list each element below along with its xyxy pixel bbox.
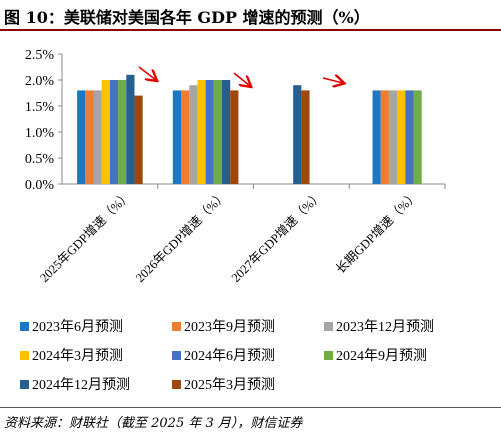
- legend-label: 2024年3月预测: [32, 349, 123, 364]
- y-tick-label: 0.5%: [25, 152, 55, 167]
- bar: [77, 90, 86, 184]
- legend-item: 2023年12月预测: [324, 316, 434, 336]
- bar: [222, 80, 231, 184]
- bar: [126, 74, 135, 184]
- bar: [213, 80, 223, 184]
- bar: [230, 90, 239, 184]
- y-tick-label: 1.5%: [25, 100, 55, 115]
- legend-label: 2023年6月预测: [32, 320, 123, 335]
- y-tick-label: 2.5%: [25, 48, 55, 63]
- bar: [380, 90, 389, 184]
- footer-rule: [0, 407, 501, 408]
- title-rule: [0, 29, 501, 31]
- bar: [118, 80, 127, 184]
- bar: [109, 80, 119, 184]
- y-tick-label: 2.0%: [25, 74, 55, 89]
- bar: [85, 90, 94, 184]
- red-arrow-annotation: [233, 72, 250, 86]
- legend-item: 2024年3月预测: [20, 345, 123, 365]
- legend-swatch: [324, 321, 333, 331]
- bar: [372, 90, 381, 184]
- x-category-label: 2025年GDP增速（%）: [36, 188, 134, 286]
- bar: [293, 85, 302, 184]
- bar: [197, 80, 206, 184]
- legend-swatch: [20, 350, 29, 360]
- bar: [413, 90, 422, 184]
- bar: [101, 80, 110, 184]
- bar: [205, 80, 214, 184]
- legend-label: 2023年12月预测: [336, 320, 434, 335]
- bar: [301, 90, 310, 184]
- x-category-label: 2027年GDP增速（%）: [228, 188, 326, 286]
- bar: [189, 85, 198, 184]
- legend-swatch: [324, 350, 333, 360]
- source-note: 资料来源：财联社（截至 2025 年 3 月），财信证券: [4, 416, 303, 431]
- legend-label: 2023年9月预测: [184, 320, 275, 335]
- x-category-label: 长期GDP增速（%）: [333, 188, 422, 277]
- y-tick-label: 0.0%: [25, 178, 55, 193]
- legend-item: 2024年9月预测: [324, 345, 427, 365]
- legend-label: 2024年6月预测: [184, 349, 275, 364]
- legend-item: 2023年6月预测: [20, 316, 123, 336]
- y-tick-label: 1.0%: [25, 126, 55, 141]
- bar-chart: 0.0%0.5%1.0%1.5%2.0%2.5%2025年GDP增速（%）202…: [25, 48, 446, 286]
- legend-label: 2024年9月预测: [336, 349, 427, 364]
- legend-item: 2025年3月预测: [172, 374, 275, 394]
- bar: [172, 90, 182, 184]
- legend-label: 2024年12月预测: [32, 378, 130, 393]
- figure-title: 图 10：美联储对美国各年 GDP 增速的预测（%）: [4, 8, 370, 27]
- bar: [181, 90, 190, 184]
- red-arrow-annotation: [138, 66, 156, 80]
- bar: [93, 90, 102, 184]
- bar: [405, 90, 414, 184]
- bar: [134, 95, 143, 184]
- legend-swatch: [172, 379, 181, 389]
- bar: [397, 90, 406, 184]
- legend-item: 2024年6月预测: [172, 345, 275, 365]
- legend-swatch: [172, 321, 181, 331]
- legend-swatch: [172, 350, 181, 360]
- legend-swatch: [20, 321, 29, 331]
- legend-item: 2024年12月预测: [20, 374, 130, 394]
- bar: [388, 90, 398, 184]
- legend-swatch: [20, 379, 29, 389]
- legend-label: 2025年3月预测: [184, 378, 275, 393]
- legend-item: 2023年9月预测: [172, 316, 275, 336]
- x-category-label: 2026年GDP增速（%）: [132, 188, 230, 286]
- red-arrow-annotation: [322, 78, 343, 83]
